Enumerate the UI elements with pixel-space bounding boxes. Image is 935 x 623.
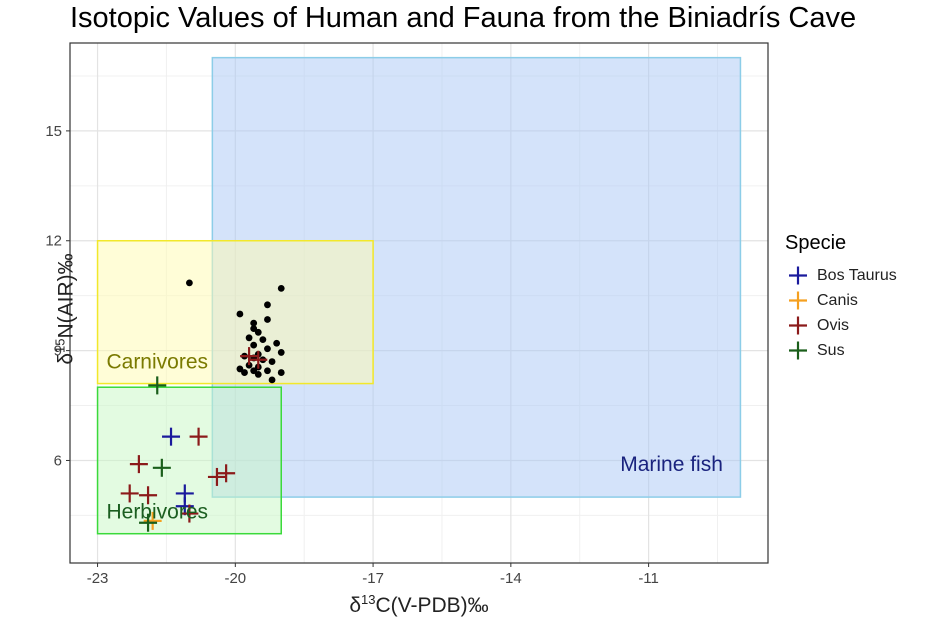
human-point bbox=[241, 369, 248, 376]
x-axis-label: δ13C(V-PDB)‰ bbox=[349, 592, 488, 617]
point-ovis bbox=[120, 484, 139, 503]
human-point bbox=[185, 279, 193, 287]
x-tick-label: -11 bbox=[638, 570, 659, 587]
region-label-marine-fish: Marine fish bbox=[620, 453, 723, 476]
legend: Specie Bos Taurus Canis Ovis Sus bbox=[785, 232, 897, 363]
point-ovis bbox=[129, 455, 148, 474]
legend-label: Canis bbox=[817, 291, 858, 309]
point-bos-taurus bbox=[162, 427, 181, 446]
legend-item-ovis: Ovis bbox=[785, 313, 897, 338]
point-ovis bbox=[139, 486, 158, 505]
human-point bbox=[264, 345, 271, 353]
legend-key-cross-icon bbox=[785, 313, 811, 338]
legend-label: Ovis bbox=[817, 316, 849, 334]
region-label-carnivores: Carnivores bbox=[106, 351, 208, 374]
human-point bbox=[245, 334, 253, 342]
human-point bbox=[268, 358, 276, 365]
human-point bbox=[277, 349, 285, 356]
x-tick-label: -17 bbox=[362, 570, 384, 587]
human-point bbox=[277, 369, 285, 376]
legend-key-cross-icon bbox=[785, 338, 811, 363]
legend-title: Specie bbox=[785, 232, 847, 254]
human-point bbox=[245, 361, 253, 369]
human-point bbox=[264, 301, 271, 309]
point-ovis bbox=[249, 350, 268, 369]
human-point bbox=[250, 325, 258, 333]
point-ovis bbox=[189, 427, 208, 446]
region-carnivores bbox=[96, 239, 374, 385]
point-ovis bbox=[180, 504, 199, 523]
point-canis bbox=[143, 511, 162, 530]
legend-item-sus: Sus bbox=[785, 338, 897, 363]
human-point bbox=[259, 336, 267, 344]
human-point bbox=[277, 284, 285, 292]
legend-key-cross-icon bbox=[785, 288, 811, 313]
human-point bbox=[264, 316, 271, 323]
plot-border bbox=[69, 42, 769, 564]
human-point bbox=[254, 371, 262, 378]
human-point bbox=[236, 365, 244, 373]
human-point bbox=[273, 339, 281, 347]
legend-item-canis: Canis bbox=[785, 288, 897, 313]
x-tick-label: -20 bbox=[224, 570, 246, 587]
legend-item-bos-taurus: Bos Taurus bbox=[785, 263, 897, 288]
y-tick-label: 6 bbox=[54, 452, 62, 469]
point-ovis bbox=[207, 467, 226, 486]
human-point bbox=[264, 367, 271, 375]
point-sus bbox=[139, 513, 158, 532]
human-point bbox=[250, 319, 258, 327]
point-sus bbox=[152, 458, 171, 477]
y-axis-label: δ15N(AIR)‰ bbox=[52, 253, 78, 365]
legend-key-cross-icon bbox=[785, 263, 811, 288]
point-ovis bbox=[240, 347, 259, 366]
point-ovis bbox=[217, 464, 236, 483]
legend-label: Bos Taurus bbox=[817, 266, 897, 284]
human-point bbox=[236, 310, 244, 318]
point-bos-taurus bbox=[175, 497, 194, 516]
point-sus bbox=[148, 376, 167, 395]
legend-label: Sus bbox=[817, 341, 845, 359]
y-tick-label: 15 bbox=[45, 123, 62, 140]
chart-title: Isotopic Values of Human and Fauna from … bbox=[70, 2, 857, 34]
x-tick-label: -14 bbox=[500, 570, 522, 587]
human-point bbox=[250, 341, 258, 349]
y-tick-label: 12 bbox=[45, 233, 62, 250]
human-point bbox=[250, 367, 258, 375]
y-tick-label: 9 bbox=[54, 343, 62, 360]
x-tick-label: -23 bbox=[87, 570, 109, 587]
region-label-herbivores: Herbivores bbox=[106, 501, 208, 524]
human-point bbox=[268, 376, 276, 384]
human-point bbox=[254, 328, 262, 336]
